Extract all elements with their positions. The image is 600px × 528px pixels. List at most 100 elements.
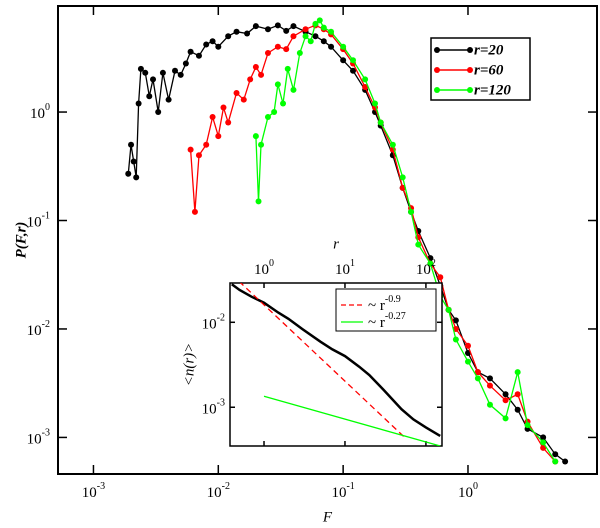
data-point — [252, 64, 259, 71]
data-point — [182, 60, 189, 67]
legend-label: ~ r-0.27 — [368, 311, 406, 331]
data-point — [362, 84, 369, 91]
data-point — [320, 24, 327, 31]
data-point — [389, 141, 396, 148]
y-tick-label: 100 — [30, 102, 50, 122]
data-point — [274, 22, 281, 29]
data-point — [437, 274, 444, 281]
y-tick-label: 10-2 — [202, 313, 225, 333]
data-point — [125, 170, 132, 177]
data-point — [209, 38, 216, 45]
data-point — [464, 358, 471, 365]
data-point — [474, 369, 481, 376]
data-point — [408, 208, 415, 215]
data-point — [399, 184, 406, 191]
data-point — [247, 76, 254, 83]
data-point — [290, 86, 297, 93]
plot-area — [125, 17, 569, 465]
y-tick-label: 10-1 — [27, 211, 50, 231]
data-point — [264, 50, 271, 57]
y-tick-label: 10-3 — [27, 428, 50, 448]
x-axis-label: r — [333, 236, 339, 252]
data-point — [128, 141, 135, 148]
data-point — [514, 406, 521, 413]
series-line — [231, 283, 441, 437]
x-axis-label: F — [322, 509, 333, 525]
data-point — [255, 198, 262, 205]
data-point — [274, 81, 281, 88]
data-point — [290, 33, 297, 40]
data-point — [146, 93, 153, 100]
data-point — [135, 100, 142, 107]
data-point — [320, 38, 327, 45]
data-point — [155, 109, 162, 116]
data-point — [225, 33, 232, 40]
data-point — [271, 109, 278, 116]
data-point — [284, 65, 291, 72]
data-point — [307, 38, 314, 45]
data-point — [252, 23, 259, 30]
legend-label: r=120 — [474, 82, 511, 98]
data-point — [187, 146, 194, 153]
data-point — [209, 114, 216, 121]
data-point — [203, 141, 210, 148]
data-point — [133, 174, 140, 181]
data-point — [445, 306, 452, 313]
data-point — [316, 17, 323, 24]
data-point — [165, 96, 172, 103]
legend-marker — [467, 47, 473, 53]
data-point — [486, 375, 493, 382]
data-point — [312, 33, 319, 40]
data-point — [283, 27, 290, 34]
data-point — [177, 71, 184, 78]
data-point — [258, 71, 265, 78]
legend-marker — [434, 47, 440, 53]
data-point — [377, 119, 384, 126]
data-point — [415, 241, 422, 248]
data-point — [233, 89, 240, 96]
legend-label: r=60 — [474, 62, 504, 78]
data-point — [474, 375, 481, 382]
data-point — [244, 30, 251, 37]
series-line — [263, 395, 441, 446]
y-axis-label: P(F,r) — [13, 222, 29, 259]
data-point — [130, 158, 137, 165]
data-point — [274, 43, 281, 50]
legend-box — [335, 288, 437, 332]
data-point — [328, 28, 335, 35]
data-point — [191, 208, 198, 215]
x-tick-label: 102 — [416, 258, 436, 278]
data-point — [502, 397, 509, 404]
data-point — [540, 444, 547, 451]
data-point — [203, 41, 210, 48]
data-point — [399, 174, 406, 181]
y-axis-label: <n(r)> — [181, 343, 197, 387]
data-point — [562, 458, 569, 465]
data-point — [427, 260, 434, 267]
data-point — [283, 46, 290, 53]
data-point — [264, 26, 271, 33]
data-point — [452, 325, 459, 332]
data-point — [502, 391, 509, 398]
data-point — [215, 133, 222, 140]
data-point — [220, 104, 227, 111]
data-point — [514, 369, 521, 376]
data-point — [464, 342, 471, 349]
data-point — [540, 434, 547, 441]
legend-marker — [434, 87, 440, 93]
data-point — [225, 119, 232, 126]
x-tick-label: 10-1 — [331, 481, 354, 501]
data-point — [552, 451, 559, 458]
data-point — [233, 28, 240, 35]
data-point — [524, 422, 531, 429]
plot-area — [231, 283, 441, 446]
data-point — [502, 415, 509, 422]
data-point — [302, 33, 309, 40]
x-tick-label: 100 — [254, 258, 274, 278]
data-point — [280, 100, 287, 107]
legend-marker — [467, 87, 473, 93]
data-point — [552, 458, 559, 465]
data-point — [328, 43, 335, 50]
